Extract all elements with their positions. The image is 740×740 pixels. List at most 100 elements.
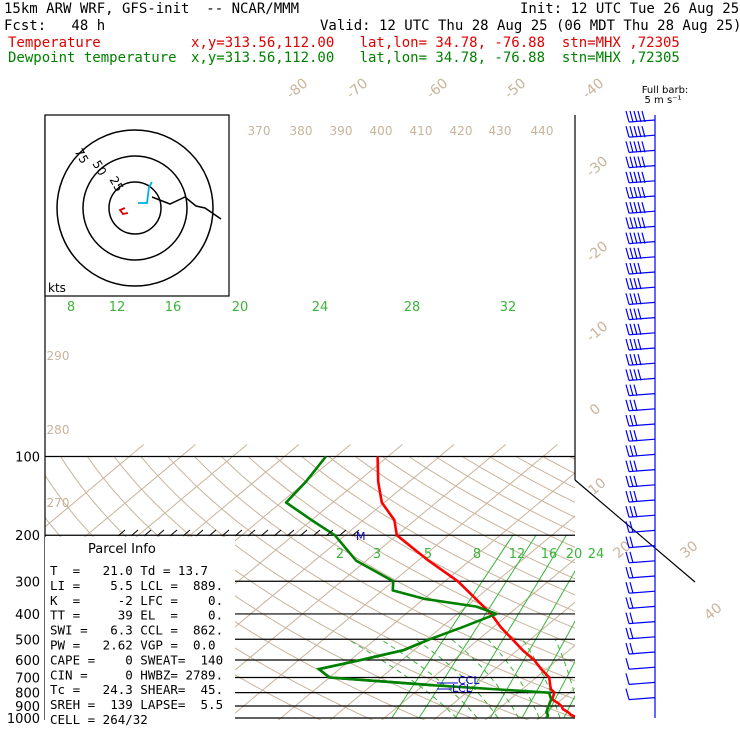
wind-barb-feather bbox=[625, 308, 630, 320]
wind-barb-feather bbox=[641, 186, 646, 199]
wind-barb-feather bbox=[641, 171, 646, 183]
theta-label: 440 bbox=[531, 124, 554, 138]
parcel-info-row: SWI = 6.3 CCL = 862. bbox=[50, 623, 223, 638]
wind-barb bbox=[625, 278, 656, 290]
wind-barb bbox=[625, 597, 656, 609]
wind-barb bbox=[625, 247, 656, 260]
wind-barb bbox=[625, 338, 656, 351]
wind-barb-shaft bbox=[628, 666, 656, 670]
wind-barb-feather bbox=[629, 232, 634, 244]
mixing-ratio-label: 20 bbox=[566, 547, 583, 562]
hatch-mark bbox=[169, 529, 178, 537]
wind-barb-feather bbox=[637, 278, 642, 290]
wind-barb-feather bbox=[629, 293, 634, 305]
hatch-mark bbox=[117, 529, 126, 537]
wind-barb bbox=[625, 308, 656, 321]
isotherm-label: -20 bbox=[584, 238, 612, 265]
hodograph-frame bbox=[44, 114, 230, 297]
wind-barb bbox=[625, 506, 656, 518]
wind-barb-feather bbox=[633, 232, 638, 244]
forecast-hour: Fcst: 48 h bbox=[4, 18, 106, 34]
wind-barb-feather bbox=[625, 232, 630, 244]
dewpoint-legend-label: Dewpoint temperature bbox=[8, 50, 177, 66]
hodograph-ring-label: 50 bbox=[90, 158, 110, 178]
parcel-info-panel: Parcel Info T = 21.0 Td = 13.7LI = 5.5 LC… bbox=[45, 537, 434, 727]
wind-barb bbox=[625, 186, 656, 199]
mixing-ratio-line bbox=[544, 660, 575, 719]
wind-barb-feather bbox=[625, 688, 630, 700]
wind-barb-feather bbox=[633, 445, 638, 457]
wind-barb bbox=[625, 232, 656, 245]
hodograph-ring bbox=[56, 129, 214, 287]
moist-adiabat-line bbox=[522, 639, 561, 719]
wind-barb bbox=[625, 612, 656, 625]
dry-adiabat-line bbox=[220, 456, 575, 664]
hatch-mark bbox=[130, 529, 139, 537]
wind-barb-feather bbox=[625, 521, 630, 533]
wind-barb-feather bbox=[629, 262, 634, 275]
plot-right-slant bbox=[574, 479, 696, 583]
wind-barb-feather bbox=[633, 369, 638, 381]
dry-adiabat-line bbox=[247, 456, 575, 646]
wind-barb-feather bbox=[629, 460, 634, 472]
hodograph-upper-trace bbox=[151, 196, 222, 220]
mixing-ratio-label: 12 bbox=[109, 300, 126, 315]
wind-barb-feather bbox=[629, 445, 634, 457]
theta-label: 290 bbox=[47, 349, 70, 363]
theta-label: 380 bbox=[290, 124, 313, 138]
wind-barb-feather bbox=[633, 338, 638, 351]
wind-barb-feather bbox=[625, 338, 630, 351]
wind-barb-feather bbox=[629, 430, 634, 442]
hatch-mark bbox=[312, 529, 321, 537]
wind-barb-feather bbox=[633, 293, 638, 305]
wind-barb-feather bbox=[625, 369, 630, 381]
wind-barb-feather bbox=[633, 202, 638, 214]
wind-barb bbox=[625, 475, 656, 488]
wind-barb-feather bbox=[641, 156, 646, 168]
wind-barb-shaft bbox=[628, 697, 656, 701]
hatch-mark bbox=[221, 529, 230, 537]
wind-barb-feather bbox=[637, 186, 642, 199]
pressure-tick-label: 700 bbox=[15, 671, 40, 686]
wind-barb-feather bbox=[633, 506, 638, 518]
parcel-info-background bbox=[45, 537, 235, 720]
theta-label: 410 bbox=[410, 124, 433, 138]
wind-barb-feather bbox=[629, 642, 634, 655]
wind-barb bbox=[625, 627, 656, 640]
wind-barb-feather bbox=[629, 247, 634, 259]
wind-barb-feather bbox=[629, 582, 634, 594]
wind-barb-feather bbox=[629, 536, 634, 548]
wind-barb-feather bbox=[629, 627, 634, 639]
wind-barb-feather bbox=[629, 141, 634, 153]
wind-barb-feather bbox=[641, 217, 646, 229]
wind-barb-feather bbox=[633, 141, 638, 153]
parcel-info-row: TT = 39 EL = 0. bbox=[50, 608, 223, 623]
model-title: 15km ARW WRF, GFS-init -- NCAR/MMM bbox=[4, 1, 300, 17]
isotherm-line bbox=[484, 644, 575, 720]
wind-barb-feather bbox=[625, 414, 630, 427]
wind-barb-feather bbox=[637, 338, 642, 351]
wind-barb-feather bbox=[637, 354, 642, 366]
isotherm-line bbox=[688, 445, 740, 724]
wind-barb-feather bbox=[637, 262, 642, 275]
moist-adiabat-line bbox=[451, 638, 520, 719]
wind-barb-feather bbox=[629, 566, 634, 579]
mixing-ratio-label: 28 bbox=[404, 300, 421, 315]
barb-legend-line1: Full barb: bbox=[642, 85, 689, 96]
mixing-ratio-label: 12 bbox=[509, 547, 526, 562]
wind-barb-feather bbox=[637, 308, 642, 320]
wind-barb-feather bbox=[629, 110, 634, 123]
wind-barbs: Full barb:5 m s⁻¹ bbox=[625, 85, 689, 718]
wind-barb-feather bbox=[637, 126, 642, 138]
wind-barb-feather bbox=[637, 217, 642, 229]
wind-barb bbox=[625, 658, 656, 670]
pressure-tick-label: 100 bbox=[15, 451, 40, 466]
isotherm-label: -70 bbox=[344, 75, 372, 102]
hodograph-lower-trace bbox=[138, 181, 153, 204]
wind-barb-feather bbox=[629, 369, 634, 381]
wind-barb-feather bbox=[629, 338, 634, 351]
moist-adiabat-line bbox=[614, 639, 622, 718]
wind-barb-feather bbox=[633, 156, 638, 168]
el-marker: M bbox=[356, 530, 366, 543]
